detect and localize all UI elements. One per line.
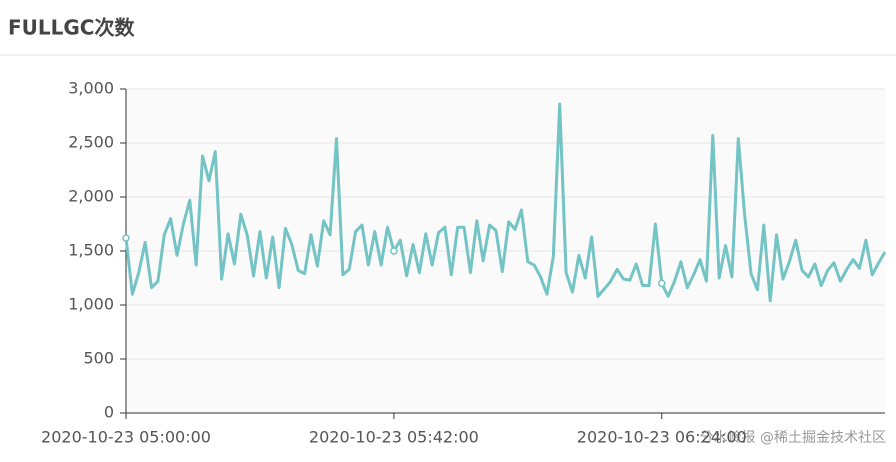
y-tick-label: 3,000 bbox=[68, 79, 114, 98]
y-tick-label: 1,500 bbox=[68, 241, 114, 260]
point-marker bbox=[390, 247, 398, 255]
y-tick-label: 1,000 bbox=[68, 295, 114, 314]
watermark: 分水岭报 @稀土掘金技术社区 bbox=[700, 430, 886, 446]
point-marker bbox=[122, 234, 130, 242]
y-tick-label: 0 bbox=[104, 403, 114, 422]
y-tick-label: 2,000 bbox=[68, 187, 114, 206]
panel-title: FULLGC次数 bbox=[8, 16, 135, 40]
point-marker bbox=[658, 279, 666, 288]
data-line bbox=[124, 102, 887, 303]
y-tick-label: 500 bbox=[83, 349, 114, 368]
x-tick-label: 2020-10-23 05:00:00 bbox=[41, 428, 211, 447]
x-tick-label: 2020-10-23 06:24:00 bbox=[577, 428, 747, 447]
y-tick-label: 2,500 bbox=[68, 133, 114, 152]
x-tick-label: 2020-10-23 05:42:00 bbox=[309, 428, 479, 447]
